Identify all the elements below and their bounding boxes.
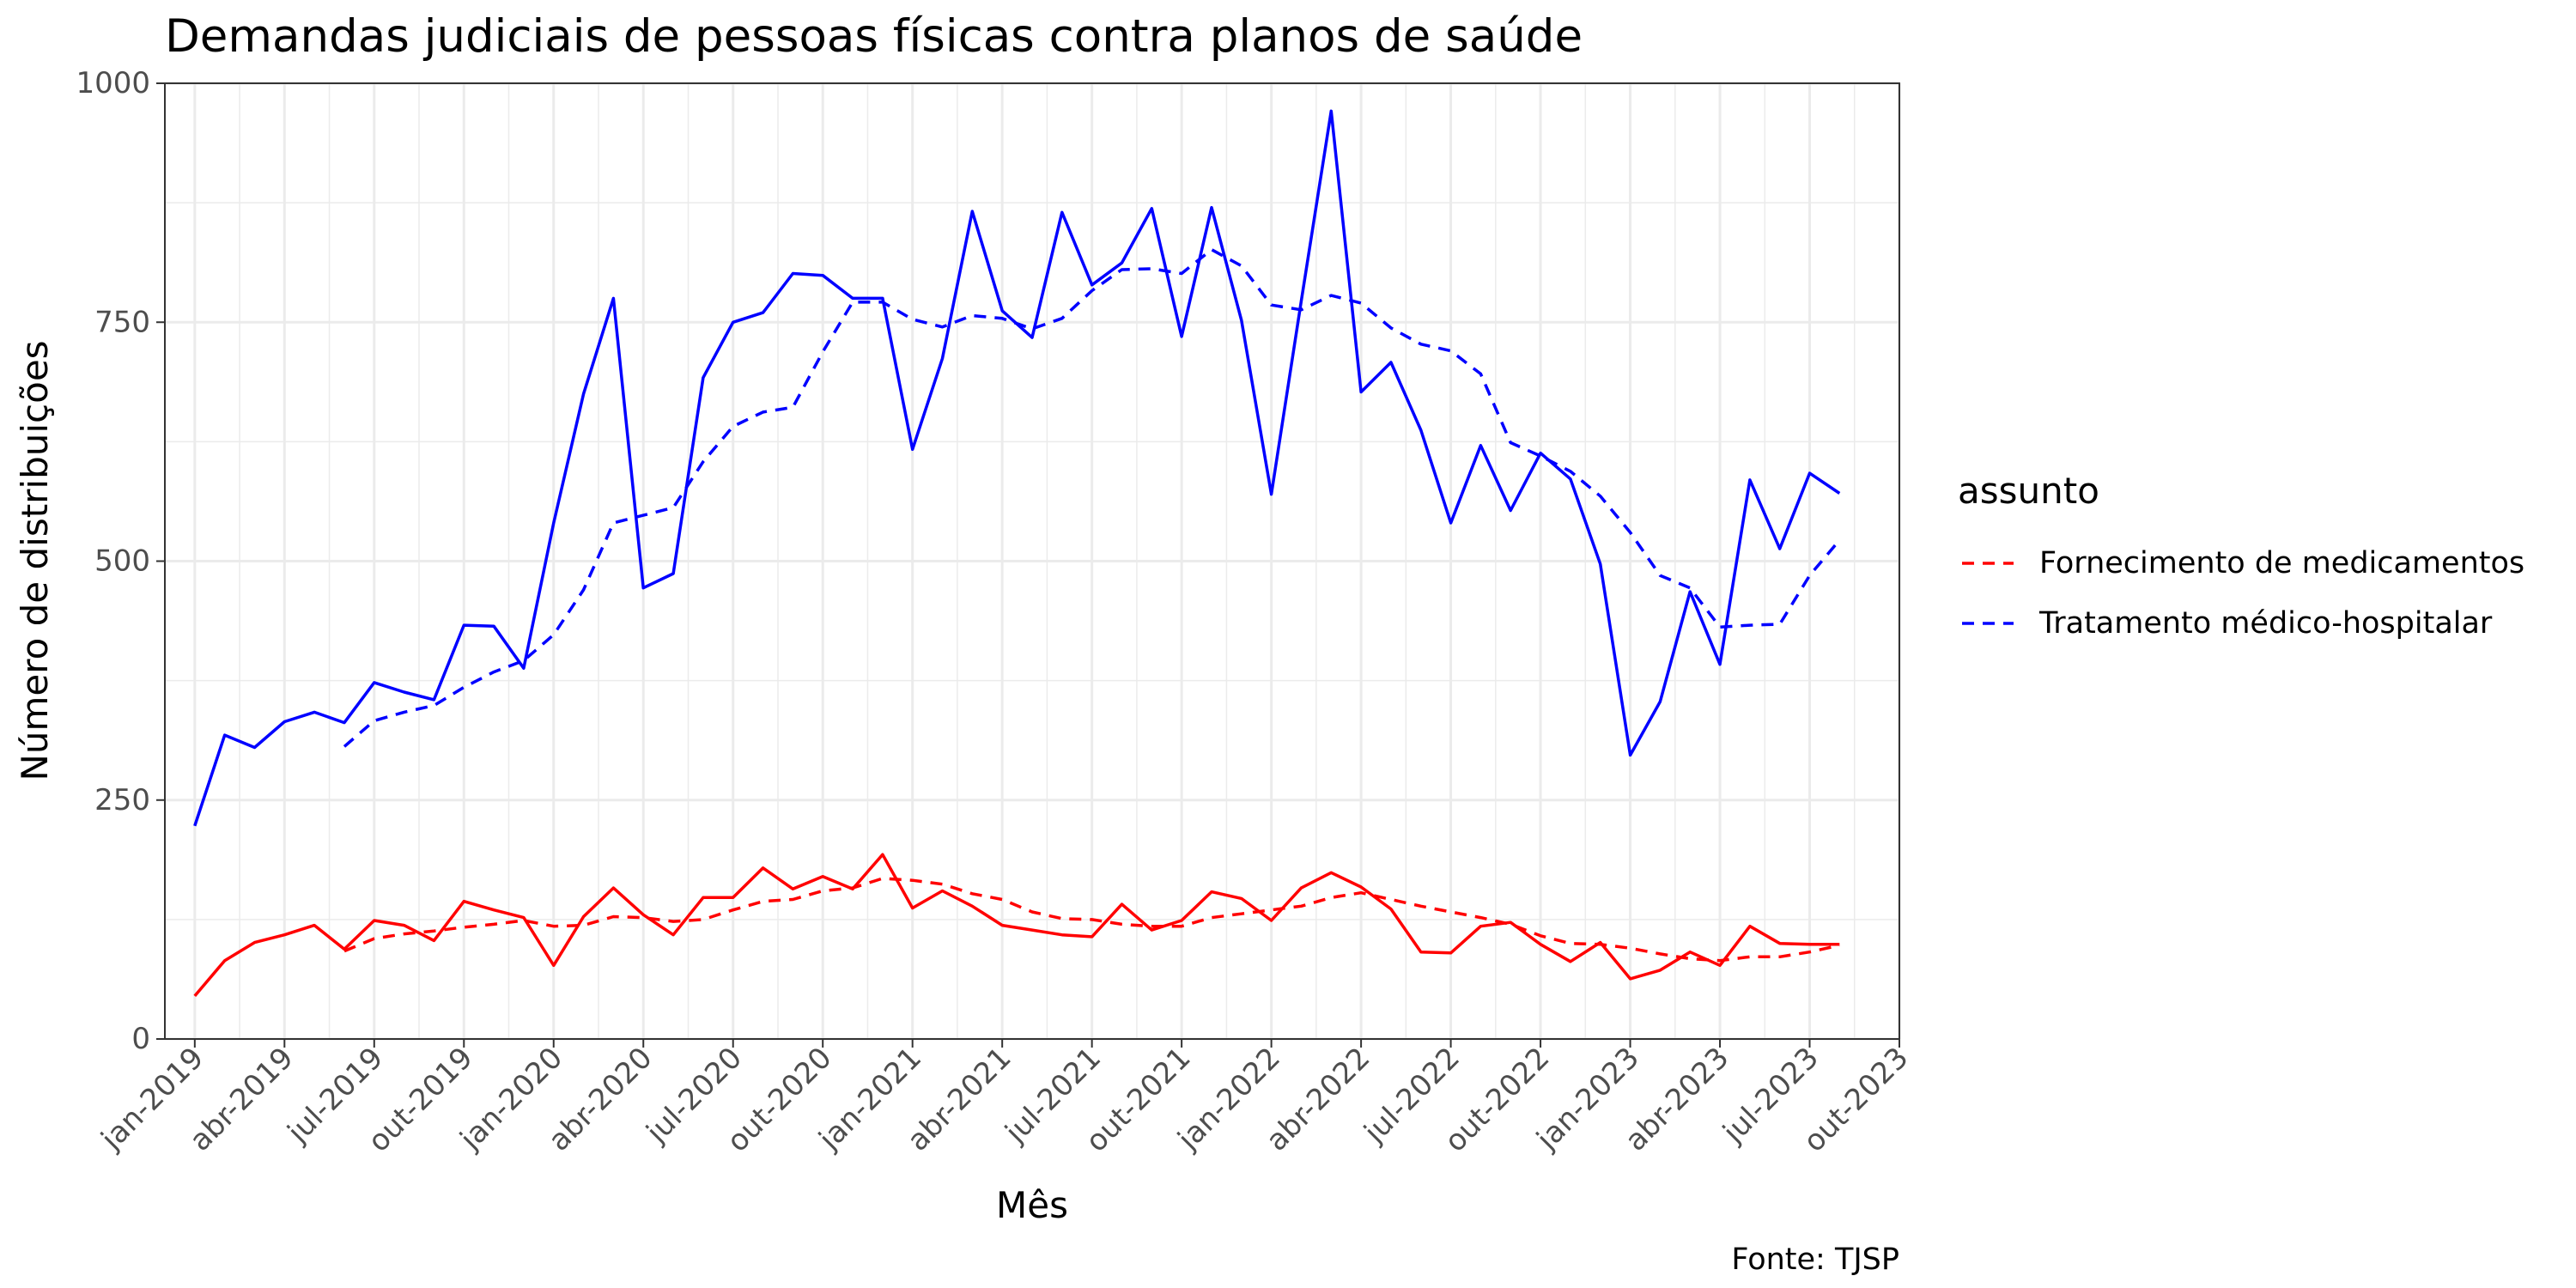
series-line-trend-1 <box>343 247 1841 748</box>
y-tick-label: 1000 <box>76 66 150 100</box>
chart-caption: Fonte: TJSP <box>1731 1242 1899 1277</box>
y-tick-label: 500 <box>94 544 150 579</box>
series-line-2 <box>193 853 1840 998</box>
y-tick-label: 750 <box>94 305 150 339</box>
grid <box>165 82 1901 1041</box>
legend-title: assunto <box>1958 470 2099 512</box>
legend: assunto Fornecimento de medicamentos Tra… <box>1958 470 2524 641</box>
legend-label-fornecimento: Fornecimento de medicamentos <box>2039 546 2524 580</box>
chart-title: Demandas judiciais de pessoas físicas co… <box>165 10 1583 63</box>
y-tick-label: 0 <box>131 1022 150 1056</box>
y-axis: 0 250 500 750 1000 <box>76 66 165 1056</box>
legend-label-tratamento: Tratamento médico-hospitalar <box>2038 606 2493 641</box>
series-line-trend-3 <box>343 877 1840 963</box>
x-axis-title: Mês <box>996 1184 1068 1226</box>
y-axis-title: Número de distribuições <box>14 340 56 781</box>
series-layer <box>193 109 1841 998</box>
y-tick-label: 250 <box>94 783 150 817</box>
